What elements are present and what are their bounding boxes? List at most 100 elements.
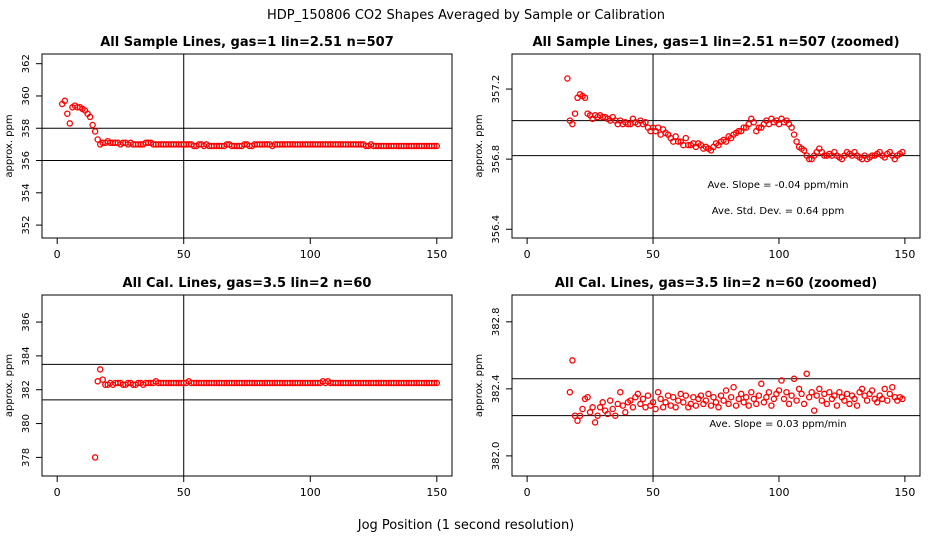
data-point <box>664 392 672 399</box>
data-point <box>750 395 758 403</box>
data-point <box>750 119 758 126</box>
plot-frame <box>41 53 453 239</box>
y-axis-label: approx. ppm <box>474 114 485 177</box>
y-tick-label: 356.4 <box>491 215 502 244</box>
data-point <box>680 399 687 406</box>
data-point <box>899 395 906 403</box>
data-point <box>571 110 579 117</box>
data-point <box>788 124 795 131</box>
data-point <box>763 393 770 401</box>
plot-frame <box>511 53 921 239</box>
data-point <box>758 380 765 388</box>
data-point <box>863 397 871 404</box>
data-point <box>589 404 596 411</box>
data-point <box>642 119 649 126</box>
data-point <box>576 412 584 419</box>
data-point <box>579 405 586 413</box>
x-tick-label: 50 <box>646 486 660 499</box>
data-point <box>780 395 788 403</box>
panels: All Sample Lines, gas=1 lin=2.51 n=507 ap… <box>4 35 921 499</box>
data-point <box>64 110 71 117</box>
y-tick-label: 386 <box>21 313 32 332</box>
data-point <box>637 400 644 408</box>
data-point <box>745 402 752 409</box>
data-point <box>433 379 441 387</box>
y-tick-label: 382.0 <box>491 442 502 471</box>
data-point <box>690 393 697 401</box>
data-point <box>89 121 96 129</box>
x-tick-label: 100 <box>300 248 321 261</box>
data-point <box>800 400 808 408</box>
data-point <box>793 397 800 404</box>
data-point <box>91 128 99 135</box>
data-point <box>586 409 594 416</box>
panel-title: All Cal. Lines, gas=3.5 lin=2 n=60 (zoom… <box>555 276 877 291</box>
data-point <box>833 402 841 409</box>
y-tick-label: 357.2 <box>491 75 502 104</box>
x-tick-label: 150 <box>894 486 915 499</box>
data-point <box>826 388 833 396</box>
data-point <box>654 388 662 396</box>
data-point <box>692 402 700 409</box>
series-cal-zoom <box>566 357 906 426</box>
data-point <box>740 124 747 131</box>
data-point <box>785 400 793 408</box>
y-axis-label: approx. ppm <box>474 354 485 417</box>
data-point <box>710 393 717 401</box>
data-point <box>727 393 735 401</box>
data-point <box>737 390 745 398</box>
data-point <box>433 142 441 150</box>
x-tick-label: 0 <box>54 486 61 499</box>
data-point <box>790 131 798 138</box>
data-point <box>722 138 730 145</box>
data-point <box>889 383 896 391</box>
y-tick-label: 382 <box>21 380 32 399</box>
data-point <box>748 388 755 396</box>
data-point <box>596 404 604 411</box>
y-tick-label: 382.4 <box>491 375 502 404</box>
y-tick-label: 362 <box>21 54 32 73</box>
data-point <box>798 390 805 398</box>
panel-2: All Sample Lines, gas=1 lin=2.51 n=507 (… <box>474 35 921 261</box>
data-point <box>91 454 99 461</box>
series-cal <box>91 366 441 461</box>
data-point <box>873 399 881 406</box>
y-tick-label: 382.8 <box>491 307 502 336</box>
data-point <box>574 417 581 424</box>
data-point <box>649 399 657 406</box>
y-tick-label: 354 <box>21 183 32 202</box>
data-point <box>735 127 742 135</box>
data-point <box>634 390 642 398</box>
data-point <box>836 388 843 396</box>
data-point <box>884 397 891 404</box>
data-point <box>813 392 820 399</box>
y-tick-label: 380 <box>21 414 32 433</box>
y-axis-label: approx. ppm <box>4 354 15 417</box>
data-point <box>705 390 712 398</box>
data-point <box>617 388 624 396</box>
data-point <box>564 75 571 82</box>
data-point <box>697 392 705 399</box>
data-point <box>851 395 858 403</box>
data-point <box>94 136 101 143</box>
data-point <box>591 419 599 426</box>
figure-xlabel: Jog Position (1 second resolution) <box>357 518 575 533</box>
data-point <box>755 392 763 399</box>
data-point <box>886 390 894 398</box>
data-point <box>604 410 611 418</box>
data-point <box>599 399 606 406</box>
data-point <box>612 412 619 419</box>
data-point <box>569 120 576 128</box>
data-point <box>702 397 710 404</box>
data-point <box>899 148 906 156</box>
data-point <box>659 404 667 411</box>
data-point <box>657 395 664 403</box>
y-tick-label: 356.8 <box>491 145 502 174</box>
data-point <box>775 387 783 394</box>
panel-title: All Sample Lines, gas=1 lin=2.51 n=507 <box>100 35 394 50</box>
plot-frame <box>511 294 921 477</box>
data-point <box>569 357 576 364</box>
data-point <box>581 94 589 102</box>
data-point <box>662 399 669 406</box>
